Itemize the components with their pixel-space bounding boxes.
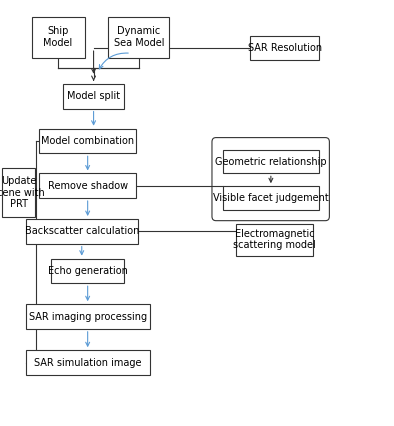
Bar: [223, 150, 319, 173]
Bar: [250, 36, 319, 60]
Text: Remove shadow: Remove shadow: [48, 181, 128, 191]
Bar: [39, 129, 136, 153]
Bar: [236, 224, 313, 256]
Text: Visible facet judgement: Visible facet judgement: [213, 193, 329, 203]
Text: Dynamic
Sea Model: Dynamic Sea Model: [113, 26, 164, 48]
Text: Geometric relationship: Geometric relationship: [215, 157, 327, 167]
Bar: [51, 259, 124, 283]
Text: Model split: Model split: [67, 91, 120, 101]
Bar: [2, 168, 35, 217]
Bar: [26, 350, 150, 375]
FancyBboxPatch shape: [212, 138, 329, 221]
Text: Echo generation: Echo generation: [48, 266, 128, 276]
Text: Model combination: Model combination: [41, 136, 134, 146]
Text: SAR simulation image: SAR simulation image: [34, 357, 141, 368]
Text: Update
scene with
PRT: Update scene with PRT: [0, 176, 45, 209]
Bar: [39, 173, 136, 198]
Text: Electromagnetic
scattering model: Electromagnetic scattering model: [233, 229, 316, 250]
Bar: [63, 84, 124, 109]
Text: SAR imaging processing: SAR imaging processing: [29, 311, 147, 322]
Bar: [26, 219, 138, 244]
Bar: [223, 186, 319, 210]
Bar: [32, 17, 85, 58]
Bar: [26, 304, 150, 329]
Text: SAR Resolution: SAR Resolution: [247, 43, 322, 53]
Bar: [108, 17, 169, 58]
Text: Ship
Model: Ship Model: [43, 26, 73, 48]
Text: Backscatter calculation: Backscatter calculation: [24, 226, 139, 236]
